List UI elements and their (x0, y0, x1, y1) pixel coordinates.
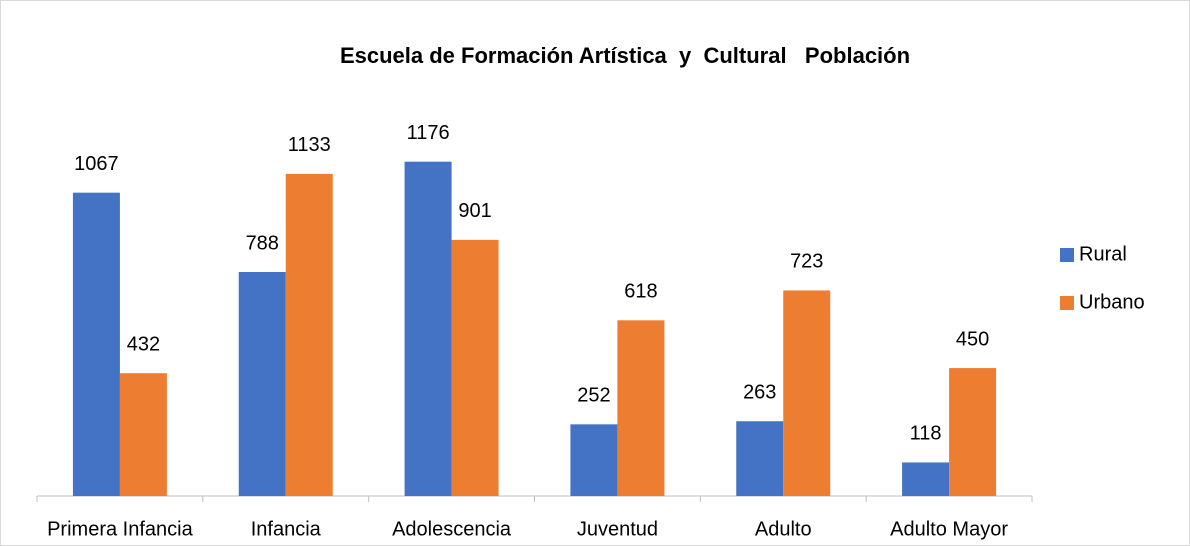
data-label: 1176 (407, 122, 450, 144)
x-tick-label: Juventud (577, 518, 658, 540)
data-label: 1067 (74, 153, 119, 175)
chart-title: Escuela de Formación Artística y Cultura… (340, 43, 910, 68)
x-tick-label: Primera Infancia (47, 518, 193, 540)
bar (902, 462, 950, 496)
legend-swatch (1060, 248, 1074, 262)
data-label: 118 (910, 423, 942, 445)
legend-swatch (1060, 296, 1074, 310)
bar (736, 421, 784, 496)
data-label: 263 (743, 382, 776, 404)
data-label: 432 (127, 333, 160, 355)
bar (285, 173, 333, 496)
data-label: 901 (458, 200, 491, 222)
bar (238, 271, 286, 496)
bar (949, 368, 997, 496)
data-label: 723 (790, 251, 823, 273)
data-label: 1133 (288, 134, 331, 156)
bar (570, 424, 618, 496)
x-tick-label: Adulto Mayor (890, 518, 1008, 540)
x-tick-label: Infancia (251, 518, 322, 540)
data-label: 450 (956, 328, 989, 350)
data-label: 618 (624, 281, 657, 303)
bar (783, 290, 831, 496)
legend-label: Urbano (1079, 291, 1145, 313)
bar (617, 320, 665, 496)
bar (404, 161, 452, 496)
data-label: 788 (246, 232, 279, 254)
x-tick-label: Adolescencia (392, 518, 512, 540)
x-tick-label: Adulto (755, 518, 812, 540)
bar (72, 192, 120, 496)
bar (451, 239, 499, 496)
bar (119, 373, 167, 496)
legend-label: Rural (1079, 243, 1127, 265)
data-label: 252 (577, 385, 610, 407)
